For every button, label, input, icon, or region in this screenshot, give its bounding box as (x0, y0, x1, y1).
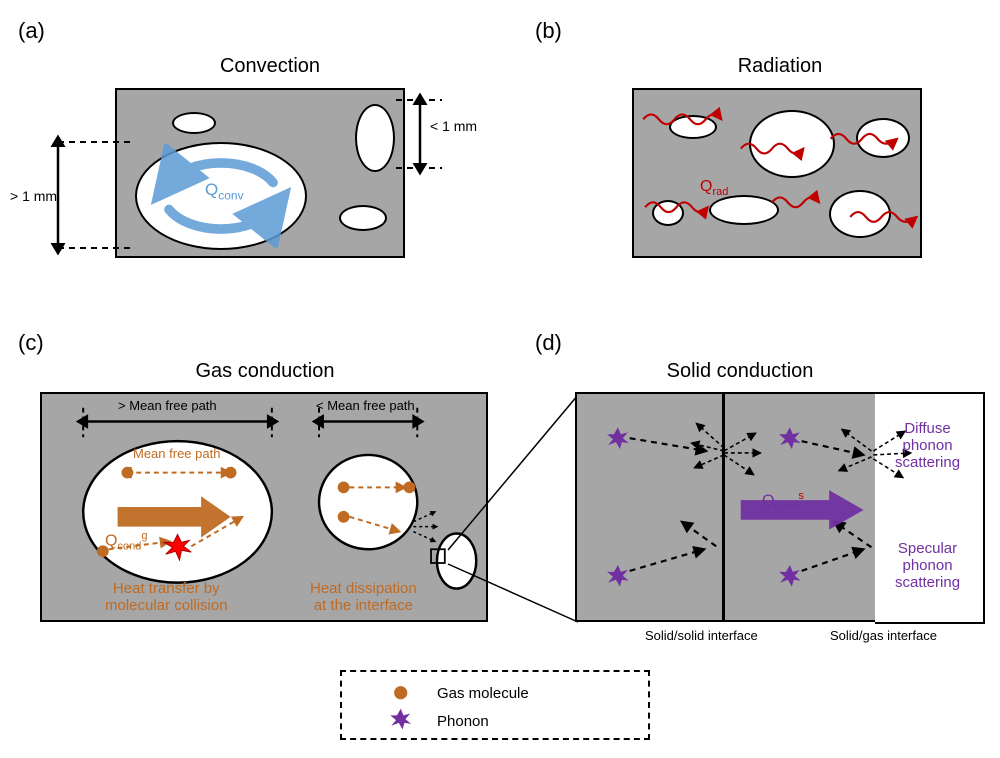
panel-c-title: Gas conduction (165, 360, 365, 383)
mfp-lt-label: < Mean free path (316, 398, 415, 413)
q-cond-s-sup: s (798, 490, 804, 502)
panel-a-title: Convection (170, 55, 370, 78)
pore-small-a1 (172, 112, 216, 134)
pore-small-a2 (339, 205, 387, 231)
panel-b-title: Radiation (680, 55, 880, 78)
iface-sg-label: Solid/gas interface (830, 628, 937, 643)
panel-d-title: Solid conduction (640, 360, 840, 383)
dim-lt-1mm: < 1 mm (430, 118, 477, 134)
q-cond-g-label: Qcondg (105, 530, 147, 553)
panel-d-box (575, 392, 875, 622)
legend-phonon-label: Phonon (437, 713, 489, 730)
q-cond-s-q: Q (762, 492, 774, 509)
gas-molecule-icon (394, 686, 407, 699)
q-cond-g-q: Q (105, 532, 117, 549)
panel-d-svg (577, 394, 875, 620)
q-conv-sub: conv (218, 188, 243, 202)
diffuse-label: Diffuse phonon scattering (895, 420, 960, 471)
q-rad-q: Q (700, 178, 712, 195)
q-conv-label: Qconv (205, 180, 244, 202)
legend-box: Gas molecule Phonon (340, 670, 650, 740)
q-rad-label: Qrad (700, 178, 728, 198)
panel-b-label: (b) (535, 18, 562, 44)
mfp-gt-label: > Mean free path (118, 398, 217, 413)
q-cond-s-label: Qconds (762, 490, 804, 513)
panel-a-label: (a) (18, 18, 45, 44)
q-conv-q: Q (205, 180, 218, 199)
panel-c-label: (c) (18, 330, 44, 356)
iface-ss-label: Solid/solid interface (645, 628, 758, 643)
panel-d-label: (d) (535, 330, 562, 356)
mfp-label: Mean free path (133, 446, 220, 461)
panel-c-caption-left: Heat transfer by molecular collision (105, 580, 228, 614)
legend-svg (342, 672, 648, 738)
q-cond-g-sup: g (141, 530, 147, 542)
legend-gas-label: Gas molecule (437, 685, 529, 702)
q-rad-sub: rad (712, 186, 728, 198)
panel-b-box (632, 88, 922, 258)
q-cond-g-sub: cond (117, 541, 141, 553)
specular-label: Specular phonon scattering (895, 540, 960, 591)
radiation-waves-icon (634, 90, 920, 256)
panel-a-box (115, 88, 405, 258)
q-cond-s-sub: cond (774, 501, 798, 513)
panel-c-caption-right: Heat dissipation at the interface (310, 580, 417, 614)
dim-gt-1mm: > 1 mm (10, 188, 57, 204)
phonon-icon (390, 709, 411, 730)
pore-small-a3 (355, 104, 395, 172)
